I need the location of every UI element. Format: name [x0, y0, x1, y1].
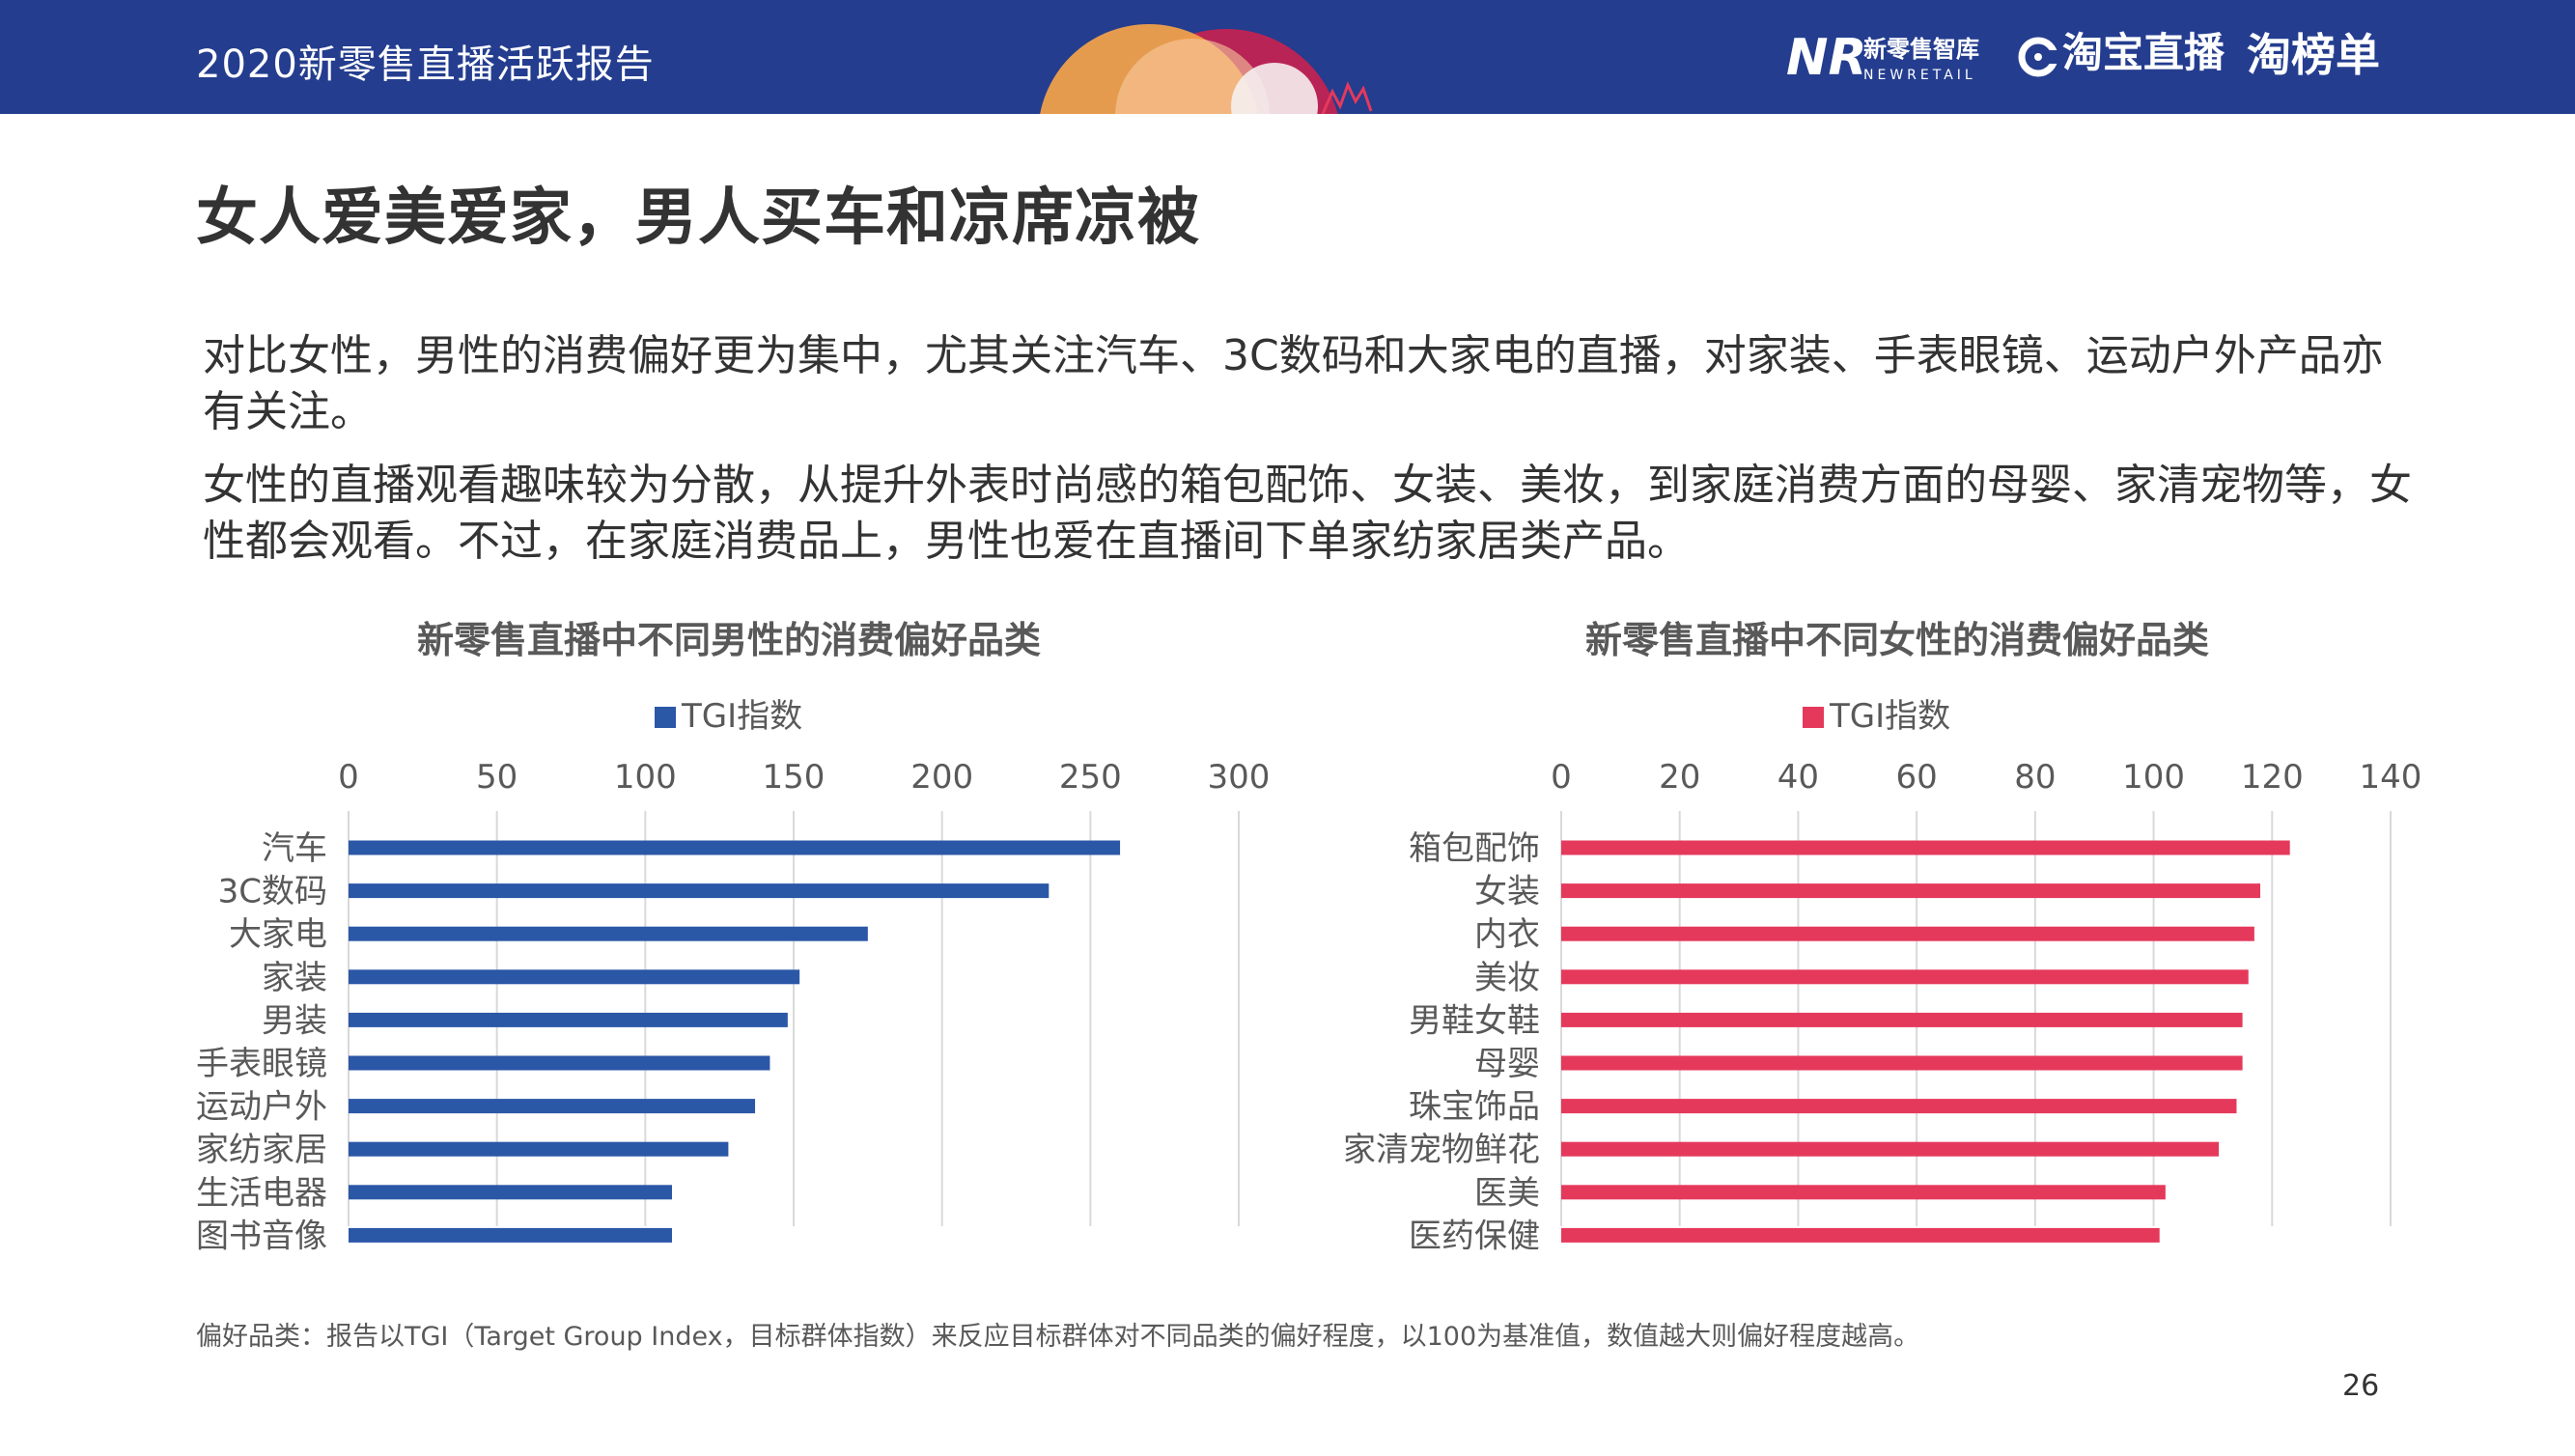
bar — [1561, 1012, 2243, 1027]
taobao-live-logo: 淘宝直播 — [2062, 29, 2225, 76]
report-title: 2020新零售直播活跃报告 — [196, 42, 655, 87]
male-preference-chart: 0 50 100 150 200 250 300 汽车 3C数码大家电家装男装手表眼镜运动户外家… — [196, 758, 1271, 1255]
page-heading: 女人爱美爱家，男人买车和凉席凉被 — [196, 182, 1200, 254]
female-chart-legend: TGI指数 — [1803, 689, 1950, 737]
category-label: 男装 — [262, 1001, 327, 1040]
category-label: 汽车 — [262, 829, 327, 868]
category-label: 医美 — [1474, 1174, 1540, 1213]
bar — [349, 1012, 788, 1027]
category-label: 3C数码 — [218, 873, 327, 911]
female-chart-title: 新零售直播中不同女性的消费偏好品类 — [1584, 619, 2209, 661]
category-label: 手表眼镜 — [196, 1045, 327, 1083]
bar — [349, 969, 800, 985]
legend-swatch — [1803, 707, 1824, 728]
category-label: 美妆 — [1474, 959, 1540, 997]
paragraph-female: 女性的直播观看趣味较为分散，从提升外表时尚感的箱包配饰、女装、美妆，到家庭消费方… — [203, 461, 2412, 566]
tick-label: 300 — [1208, 758, 1271, 797]
category-label: 女装 — [1474, 873, 1540, 911]
bar — [1561, 926, 2254, 941]
tick-label: 40 — [1777, 758, 1819, 797]
bar — [1561, 1099, 2237, 1114]
category-label: 医药保健 — [1409, 1217, 1540, 1255]
category-label: 男鞋女鞋 — [1409, 1001, 1540, 1040]
newretail-logo-mark: NR — [1786, 29, 1867, 87]
category-label: 运动户外 — [196, 1088, 327, 1127]
tick-label: 100 — [2122, 758, 2185, 797]
taobangdan-logo: 淘榜单 — [2247, 29, 2380, 81]
header-decoration — [1040, 24, 1373, 114]
tick-label: 0 — [1551, 758, 1572, 797]
newretail-logo-name: 新零售智库 — [1863, 36, 1979, 63]
paragraph-male: 对比女性，男性的消费偏好更为集中，尤其关注汽车、3C数码和大家电的直播，对家装、… — [203, 331, 2384, 436]
tick-label: 60 — [1896, 758, 1938, 797]
bar — [349, 1141, 729, 1157]
bar — [349, 840, 1121, 855]
tick-label: 200 — [910, 758, 973, 797]
category-label: 家装 — [262, 959, 327, 997]
bar — [349, 1099, 756, 1114]
category-label: 珠宝饰品 — [1409, 1088, 1540, 1127]
tick-label: 120 — [2241, 758, 2304, 797]
bar — [1561, 1055, 2243, 1071]
male-chart-legend: TGI指数 — [655, 689, 802, 737]
tick-label: 20 — [1659, 758, 1700, 797]
category-label: 家清宠物鲜花 — [1343, 1131, 1540, 1169]
legend-swatch — [655, 707, 676, 728]
legend-label: TGI指数 — [682, 697, 803, 736]
footnote: 偏好品类：报告以TGI（Target Group Index，目标群体指数）来反… — [196, 1322, 1920, 1352]
category-label: 箱包配饰 — [1409, 829, 1540, 868]
tick-label: 100 — [614, 758, 677, 797]
bar — [1561, 1227, 2160, 1243]
bar — [1561, 840, 2290, 855]
bar — [349, 926, 868, 941]
tick-label: 140 — [2360, 758, 2422, 797]
female-preference-chart: 0 20 40 60 80 100 120 140 箱包配饰女装内衣美妆男鞋女鞋母婴珠宝饰品家清… — [1343, 758, 2422, 1255]
newretail-logo-sub: NEWRETAIL — [1863, 68, 1976, 83]
tick-label: 0 — [338, 758, 359, 797]
category-label: 母婴 — [1474, 1045, 1540, 1083]
category-label: 内衣 — [1474, 915, 1540, 954]
tick-label: 150 — [763, 758, 826, 797]
category-label: 家纺家居 — [196, 1131, 327, 1169]
category-label: 图书音像 — [196, 1217, 327, 1255]
bar — [349, 883, 1050, 899]
male-chart-title: 新零售直播中不同男性的消费偏好品类 — [416, 619, 1041, 661]
bar — [349, 1185, 672, 1200]
category-label: 大家电 — [229, 915, 327, 954]
category-label: 生活电器 — [196, 1174, 327, 1213]
page-number: 26 — [2342, 1369, 2380, 1403]
tick-label: 250 — [1059, 758, 1122, 797]
bar — [1561, 969, 2249, 985]
bar — [1561, 883, 2261, 899]
bar — [349, 1055, 770, 1071]
header-bar: 2020新零售直播活跃报告 NR 新零售智库 NEWRETAIL 淘宝直播 淘榜… — [0, 0, 2575, 114]
tick-label: 50 — [476, 758, 518, 797]
legend-label: TGI指数 — [1830, 697, 1951, 736]
taobao-live-icon — [2018, 37, 2058, 77]
tick-label: 80 — [2014, 758, 2056, 797]
bar — [1561, 1185, 2166, 1200]
bar — [1561, 1141, 2220, 1157]
bar — [349, 1227, 672, 1243]
